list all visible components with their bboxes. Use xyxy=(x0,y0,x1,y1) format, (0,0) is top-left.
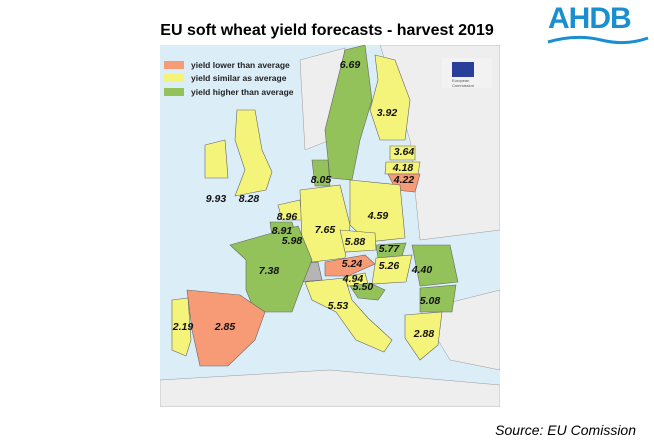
country-finland xyxy=(369,54,411,141)
yield-label: 3.92 xyxy=(376,107,398,119)
yield-label: 6.69 xyxy=(339,59,361,71)
yield-label: 5.77 xyxy=(378,243,400,255)
north-africa-land xyxy=(160,369,500,407)
yield-label: 7.38 xyxy=(258,265,280,277)
yield-label: 8.96 xyxy=(276,211,298,223)
country-france xyxy=(229,225,313,313)
page-title: EU soft wheat yield forecasts - harvest … xyxy=(160,22,494,39)
country-greece xyxy=(404,311,443,361)
yield-label: 8.05 xyxy=(310,174,332,186)
yield-label: 8.91 xyxy=(271,225,293,237)
legend-item-similar: yield similar as average xyxy=(164,72,294,86)
country-portugal xyxy=(171,297,192,357)
country-romania xyxy=(411,244,459,287)
yield-label: 5.88 xyxy=(344,236,366,248)
europe-map xyxy=(160,45,500,407)
yield-label: 7.65 xyxy=(314,224,336,236)
yield-label: 5.24 xyxy=(341,258,363,270)
country-croatia xyxy=(349,282,386,301)
yield-label: 5.98 xyxy=(281,235,303,247)
european-commission-logo: European Commission xyxy=(442,58,492,88)
legend-item-lower: yield lower than average xyxy=(164,58,294,72)
yield-label: 5.26 xyxy=(378,260,400,272)
legend-item-higher: yield higher than average xyxy=(164,85,294,99)
country-ireland xyxy=(204,139,229,179)
country-estonia xyxy=(389,145,416,161)
country-poland xyxy=(349,179,406,243)
yield-label: 4.59 xyxy=(367,210,389,222)
source-note: Source: EU Comission xyxy=(495,422,636,438)
ahdb-logo: AHDB xyxy=(548,2,632,35)
yield-label: 2.19 xyxy=(172,321,194,333)
yield-label: 2.88 xyxy=(413,328,435,340)
yield-label: 4.18 xyxy=(392,162,414,174)
yield-label: 8.28 xyxy=(238,193,260,205)
yield-label: 2.85 xyxy=(214,321,236,333)
country-bulgaria xyxy=(419,284,457,313)
country-united-kingdom xyxy=(234,109,273,197)
yield-label: 5.53 xyxy=(327,300,349,312)
legend: yield lower than average yield similar a… xyxy=(164,58,294,99)
yield-label: 5.50 xyxy=(352,281,374,293)
country-hungary xyxy=(371,254,413,285)
yield-label: 3.64 xyxy=(393,146,415,158)
country-austria xyxy=(324,254,376,277)
yield-label: 4.94 xyxy=(342,273,364,285)
eu-flag-icon xyxy=(452,62,474,77)
yield-label: 4.22 xyxy=(393,174,415,186)
yield-label: 9.93 xyxy=(205,193,227,205)
yield-label: 4.40 xyxy=(411,264,433,276)
logo-wave-icon xyxy=(547,35,649,45)
country-spain xyxy=(186,289,266,367)
country-italy xyxy=(304,277,393,353)
yield-label: 5.08 xyxy=(419,295,441,307)
country-czechia xyxy=(339,229,377,253)
